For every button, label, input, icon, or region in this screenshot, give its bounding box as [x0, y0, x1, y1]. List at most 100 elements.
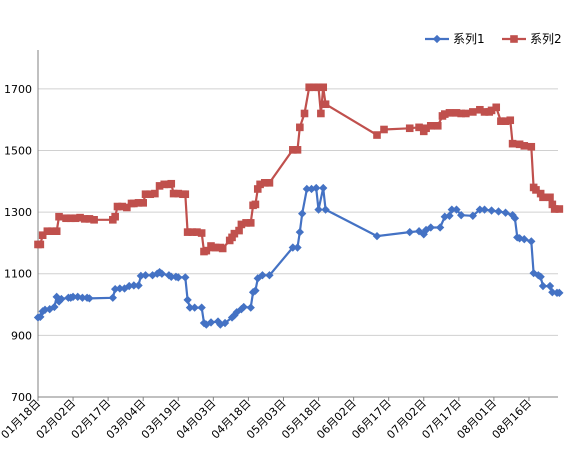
- series-1-point: [197, 303, 206, 312]
- y-tick-label: 1100: [4, 268, 32, 281]
- series-2-point: [319, 83, 328, 92]
- y-tick-label: 1500: [4, 144, 32, 157]
- series-2-point: [293, 146, 302, 154]
- series-2-point: [433, 122, 442, 130]
- legend-swatch-marker: [432, 34, 442, 44]
- series-1-point: [372, 231, 382, 241]
- series-1-point: [312, 183, 321, 193]
- legend-label: 系列2: [530, 32, 562, 46]
- series-2-point: [380, 125, 388, 134]
- series-group: [33, 83, 564, 329]
- series-1-point: [319, 183, 328, 193]
- legend: 系列1 系列2: [425, 32, 562, 46]
- series-1-point: [57, 294, 66, 304]
- series-1-point: [108, 293, 117, 302]
- series-1-point: [157, 269, 167, 278]
- series-1: [33, 183, 564, 329]
- series-2-point: [300, 109, 309, 118]
- series-2-point: [462, 109, 470, 118]
- series-1-point: [452, 205, 461, 214]
- series-1-point: [265, 271, 274, 280]
- series-2-point: [296, 123, 304, 132]
- series-2: [34, 83, 564, 256]
- series-1-point: [251, 286, 260, 295]
- series-1-point: [258, 271, 267, 280]
- series-2-point: [251, 200, 260, 209]
- series-2-point: [55, 212, 63, 221]
- legend-item-2: 系列2: [502, 32, 562, 46]
- series-2-point: [139, 199, 148, 207]
- series-1-point: [295, 227, 305, 237]
- series-1-point: [321, 205, 330, 214]
- series-2-point: [405, 124, 414, 133]
- series-1-point: [510, 214, 520, 223]
- series-1-point: [468, 211, 478, 220]
- series-1-point: [426, 223, 435, 232]
- series-2-point: [317, 109, 325, 118]
- series-1-point: [480, 205, 489, 214]
- series-1-point: [515, 234, 524, 243]
- series-1-point: [181, 273, 190, 282]
- series-1-point: [206, 318, 216, 327]
- series-2-point: [469, 108, 477, 116]
- y-tick-label: 1300: [4, 206, 32, 219]
- series-1-point: [141, 271, 150, 280]
- series-1-point: [50, 302, 59, 312]
- series-1-point: [494, 207, 503, 216]
- y-tick-label: 700: [11, 391, 32, 404]
- series-1-point: [314, 205, 323, 214]
- series-1-point: [220, 318, 230, 328]
- series-2-point: [151, 189, 159, 198]
- series-2-point: [123, 203, 131, 212]
- series-2-point: [167, 179, 176, 188]
- series-1-point: [134, 281, 143, 290]
- series-1-point: [456, 211, 466, 220]
- series-2-point: [246, 219, 255, 227]
- series-1-point: [36, 312, 45, 322]
- series-2-point: [539, 193, 547, 202]
- series-1-point: [527, 237, 536, 246]
- series-1-point: [73, 292, 82, 302]
- legend-swatch-marker: [510, 35, 518, 43]
- gridlines: [38, 88, 558, 336]
- series-1-point: [536, 272, 545, 281]
- y-tick-label: 1700: [4, 83, 32, 96]
- series-2-point: [111, 212, 119, 221]
- series-2-point: [218, 244, 227, 253]
- series-2-point: [265, 179, 274, 187]
- series-1-point: [501, 208, 510, 217]
- series-1-point: [545, 281, 555, 291]
- series-1-point: [298, 209, 307, 218]
- series-2-point: [527, 142, 536, 151]
- series-2-point: [321, 100, 330, 109]
- series-2-point: [90, 215, 98, 224]
- series-1-point: [174, 273, 183, 282]
- series-2-point: [508, 139, 517, 148]
- series-1-point: [190, 303, 199, 312]
- series-2-point: [52, 227, 61, 235]
- series-2-point: [546, 193, 554, 202]
- series-2-point: [38, 231, 47, 240]
- series-2-point: [520, 142, 529, 150]
- series-1-point: [246, 303, 255, 312]
- series-2-point: [373, 131, 381, 139]
- series-1-point: [183, 295, 192, 305]
- series-1-point: [445, 211, 454, 220]
- series-2-point: [492, 103, 501, 112]
- series-1-point: [239, 302, 248, 312]
- series-1-point: [85, 294, 94, 303]
- series-2-point: [445, 109, 454, 117]
- series-2-point: [36, 240, 45, 249]
- series-1-point: [520, 235, 529, 244]
- series-1-point: [555, 288, 564, 298]
- series-2-point: [197, 229, 206, 237]
- series-2-point: [506, 116, 515, 125]
- legend-label: 系列1: [453, 32, 485, 46]
- series-2-point: [555, 205, 564, 213]
- series-1-point: [538, 281, 548, 291]
- series-2-point: [181, 190, 190, 199]
- series-1-point: [487, 206, 496, 215]
- series-1-point: [435, 223, 445, 232]
